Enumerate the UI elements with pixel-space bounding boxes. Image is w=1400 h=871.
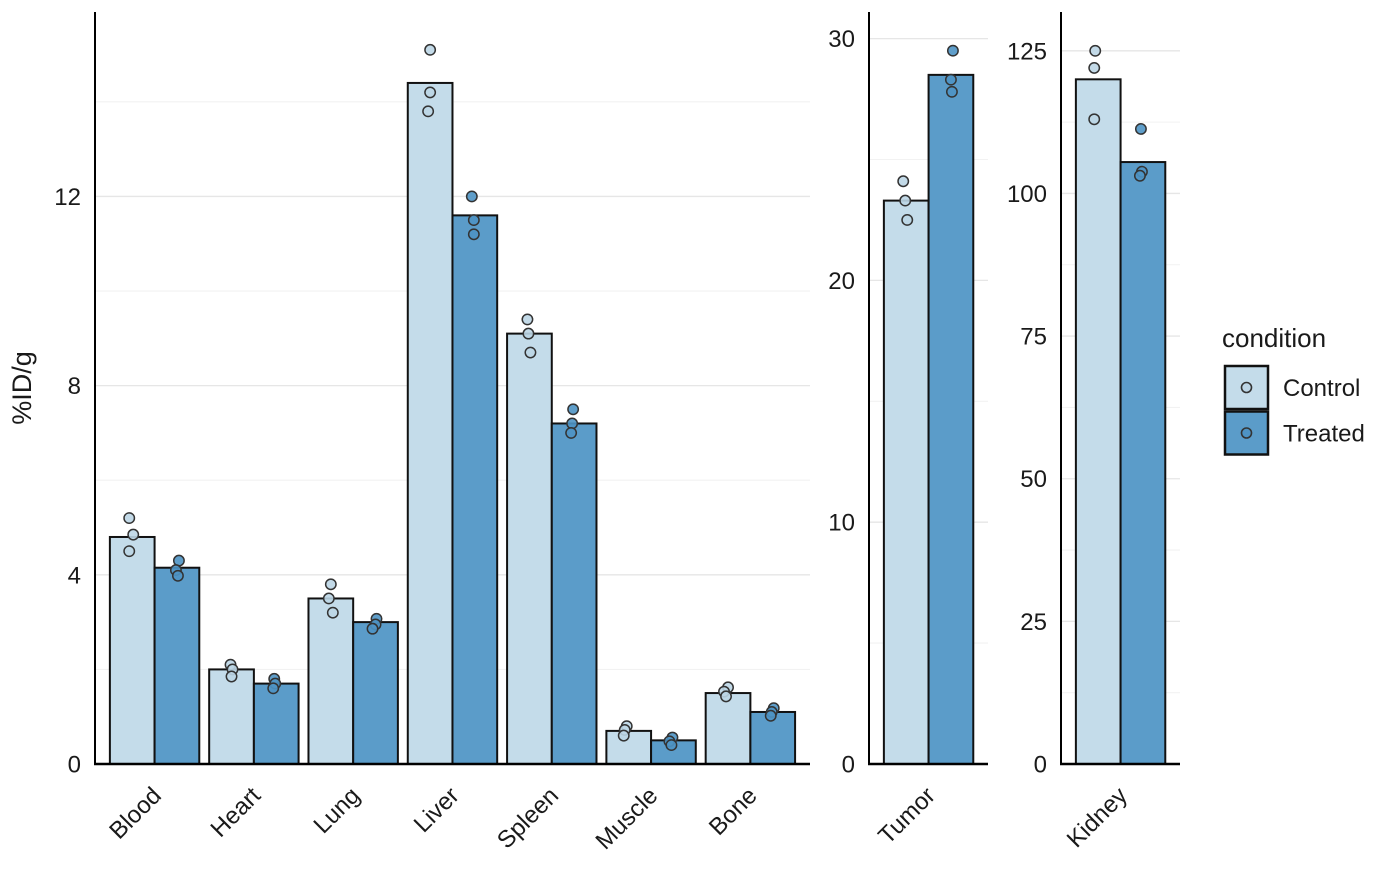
y-tick-label-kidney-25: 25 [1020,609,1047,636]
bar-kidney-treated [1119,161,1167,765]
x-category-label-blood: Blood [104,782,167,845]
bar-spleen-control [506,332,553,765]
panels-group: 0 4 8 12 Blood Heart Lung Liver Spleen Muscle Bone… [54,12,1180,855]
point-spleen-control-1 [521,313,534,326]
legend-key-control: Control [1223,364,1360,411]
point-kidney-control-3 [1088,113,1101,126]
y-tick-label-kidney-100: 100 [1007,181,1047,208]
bar-bone-control [704,692,752,765]
bar-lung-control [307,597,355,765]
point-lung-treated-3 [366,622,379,635]
bar-lung-treated [352,621,399,766]
point-liver-treated-2 [467,214,480,227]
y-tick-label-organs-12: 12 [54,184,81,211]
bar-tumor-control [882,199,930,766]
point-blood-control-1 [123,512,136,525]
legend-key-treated: Treated [1223,410,1365,456]
bar-kidney-control [1074,78,1122,766]
bar-heart-treated [252,682,300,765]
point-kidney-treated-1 [1134,123,1147,135]
bar-tumor-treated [927,73,975,765]
point-spleen-control-2 [522,327,535,340]
point-muscle-treated-3 [665,739,678,752]
point-liver-control-1 [424,43,437,56]
point-kidney-treated-3 [1133,169,1146,182]
point-liver-treated-3 [467,228,480,241]
point-lung-control-1 [324,578,337,591]
point-tumor-control-3 [901,213,914,226]
point-spleen-treated-3 [565,426,578,439]
y-tick-label-organs-0: 0 [68,752,81,779]
point-tumor-control-2 [899,194,912,207]
point-tumor-treated-3 [945,85,958,98]
panel-organs: 0 4 8 12 Blood Heart Lung Liver Spleen Muscle Bone [54,12,810,855]
y-tick-label-organs-4: 4 [68,562,81,589]
x-category-label-bone: Bone [704,782,763,841]
point-spleen-treated-1 [567,403,580,416]
bar-heart-control [208,668,255,766]
x-category-label-heart: Heart [206,782,267,843]
point-heart-treated-3 [267,682,280,695]
point-tumor-treated-1 [946,44,959,57]
point-blood-treated-3 [171,569,184,582]
x-category-label-tumor: Tumor [873,782,940,849]
y-tick-label-kidney-75: 75 [1020,324,1047,351]
bar-blood-treated [153,566,201,765]
legend-point-icon-control [1240,381,1253,394]
point-kidney-control-1 [1089,44,1102,57]
point-lung-control-2 [322,592,335,605]
legend-point-icon-treated [1240,427,1253,439]
point-liver-control-3 [422,105,435,118]
point-heart-control-3 [225,670,238,683]
bar-spleen-treated [550,422,598,765]
bar-blood-control [108,535,156,766]
x-category-label-liver: Liver [409,782,465,838]
panel-kidney: 0 25 50 75 100 125 Kidney [1007,12,1180,853]
point-bone-control-3 [720,690,732,703]
y-tick-label-kidney-50: 50 [1020,466,1047,493]
point-bone-treated-3 [764,709,777,722]
point-liver-treated-1 [465,190,478,203]
point-spleen-control-3 [524,346,537,359]
y-tick-label-kidney-0: 0 [1034,752,1047,779]
y-tick-label-tumor-30: 30 [828,26,855,53]
y-tick-label-organs-8: 8 [68,373,81,400]
panel-tumor: 0 10 20 30 Tumor [828,12,988,850]
point-blood-control-2 [127,528,140,541]
point-muscle-control-3 [617,729,630,742]
legend-label-control: Control [1283,375,1360,402]
x-category-label-spleen: Spleen [492,782,564,854]
y-tick-label-tumor-0: 0 [842,752,855,779]
x-category-label-muscle: Muscle [590,782,663,855]
legend-title: condition [1222,323,1326,353]
point-kidney-control-2 [1088,61,1101,74]
point-lung-control-3 [326,606,339,619]
legend: condition Control Treated [1222,323,1365,456]
x-category-label-lung: Lung [309,782,366,839]
point-tumor-control-1 [897,175,910,188]
y-axis-title: %ID/g [7,351,37,425]
point-liver-control-2 [424,86,437,99]
legend-label-treated: Treated [1283,421,1365,448]
point-tumor-treated-2 [944,73,957,86]
y-tick-label-tumor-10: 10 [828,510,855,537]
x-category-label-kidney: Kidney [1062,782,1133,853]
y-tick-label-tumor-20: 20 [828,268,855,295]
y-tick-label-kidney-125: 125 [1007,38,1047,65]
bar-liver-treated [451,214,499,765]
bar-liver-control [406,81,454,765]
point-blood-control-3 [123,545,136,558]
